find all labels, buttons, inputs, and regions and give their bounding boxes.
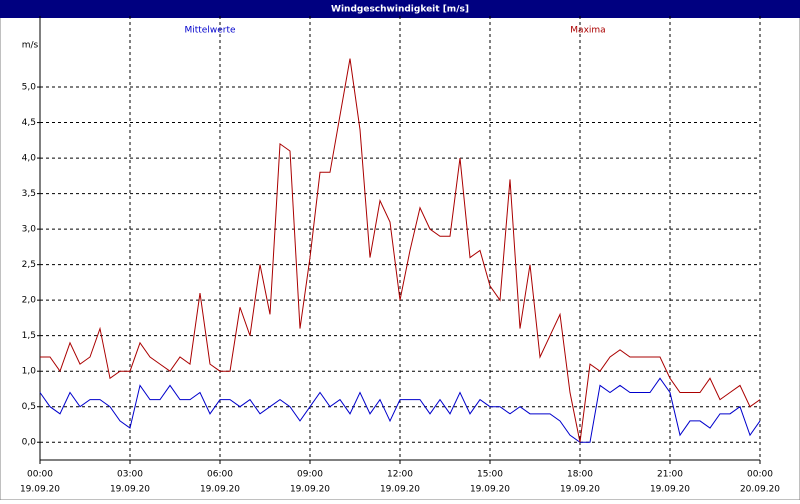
data-line <box>39 377 761 443</box>
y-tick-label: 4,5 <box>22 118 36 128</box>
y-tick-label: 1,5 <box>22 331 36 341</box>
y-tick-label: 5,0 <box>22 83 37 93</box>
x-tick-date: 20.09.20 <box>740 485 780 495</box>
title-bar <box>0 0 800 18</box>
legend-label: Maxima <box>570 26 605 36</box>
legend-label: Mittelwerte <box>184 26 235 36</box>
y-tick-label: 0,5 <box>22 402 36 412</box>
x-tick-label: 15:00 <box>477 470 503 480</box>
y-tick-label: 2,0 <box>22 296 37 306</box>
y-tick-label: 2,5 <box>22 260 36 270</box>
x-tick-date: 19.09.20 <box>650 485 690 495</box>
x-tick-date: 19.09.20 <box>560 485 600 495</box>
x-tick-label: 06:00 <box>207 470 233 480</box>
x-tick-label: 09:00 <box>297 470 323 480</box>
x-tick-label: 18:00 <box>567 470 593 480</box>
x-tick-label: 21:00 <box>657 470 683 480</box>
y-tick-label: 3,5 <box>22 189 36 199</box>
y-tick-label: 4,0 <box>22 154 37 164</box>
x-tick-date: 19.09.20 <box>470 485 510 495</box>
x-tick-label: 03:00 <box>117 470 143 480</box>
y-axis-unit: m/s <box>22 41 39 51</box>
x-tick-label: 00:00 <box>747 470 773 480</box>
x-tick-date: 19.09.20 <box>380 485 420 495</box>
x-tick-date: 19.09.20 <box>200 485 240 495</box>
chart-title: Windgeschwindigkeit [m/s] <box>331 5 469 15</box>
x-tick-label: 00:00 <box>27 470 53 480</box>
y-tick-label: 1,0 <box>22 367 37 377</box>
data-line <box>40 58 761 443</box>
y-tick-label: 0,0 <box>22 438 37 448</box>
y-tick-label: 3,0 <box>22 225 37 235</box>
x-tick-date: 19.09.20 <box>110 485 150 495</box>
x-tick-date: 19.09.20 <box>290 485 330 495</box>
x-tick-label: 12:00 <box>387 470 413 480</box>
x-tick-date: 19.09.20 <box>20 485 60 495</box>
